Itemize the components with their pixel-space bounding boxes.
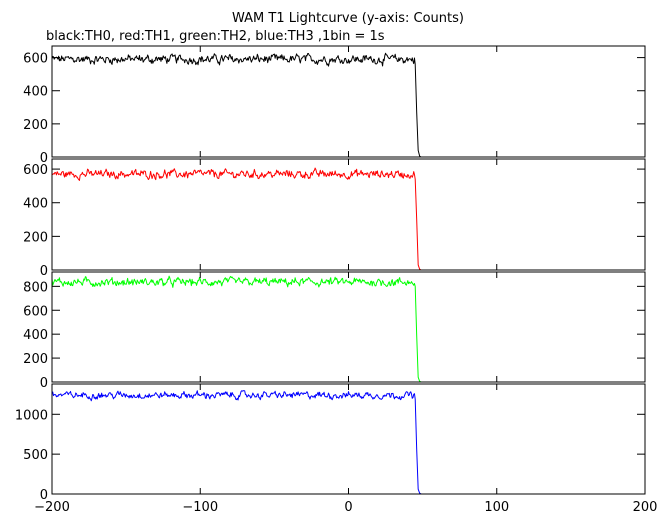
y-tick-label: 400 (23, 197, 48, 212)
y-tick-label: 0 (40, 151, 48, 166)
y-tick-label: 200 (23, 118, 48, 133)
x-tick-label: 200 (633, 500, 658, 515)
y-tick-label: 600 (23, 304, 48, 319)
y-tick-label: 200 (23, 352, 48, 367)
series-line-th1 (51, 167, 645, 271)
series-line-th2 (51, 275, 645, 383)
panel-th3: 0 500 1000 (15, 383, 646, 503)
x-tick-label: −100 (182, 500, 218, 515)
y-tick-label: 500 (23, 448, 48, 463)
panel-frame (51, 45, 646, 158)
x-tick-label: 0 (344, 500, 352, 515)
y-tick-label: 0 (40, 264, 48, 279)
y-tick-label: 800 (23, 280, 48, 295)
y-tick-label: 600 (23, 163, 48, 178)
x-axis: −200 −100 0 100 200 (34, 500, 657, 515)
chart-subtitle: black:TH0, red:TH1, green:TH2, blue:TH3 … (46, 29, 385, 44)
panel-th2: 0 200 400 600 800 (23, 271, 646, 391)
panels: 0200400600020040060002004006008000500100… (15, 45, 646, 503)
y-tick-label: 400 (23, 85, 48, 100)
panel-frame (51, 271, 646, 383)
series-line-th0 (51, 52, 645, 158)
y-tick-label: 0 (40, 376, 48, 391)
panel-th0: 0 200 400 600 (23, 45, 646, 166)
y-tick-label: 600 (23, 52, 48, 67)
x-tick-label: −200 (34, 500, 70, 515)
series-line-th3 (51, 390, 645, 495)
y-tick-label: 0 (40, 488, 48, 503)
y-tick-label: 1000 (15, 408, 48, 423)
chart-title: WAM T1 Lightcurve (y-axis: Counts) (232, 11, 464, 26)
panel-th1: 0 200 400 600 (23, 158, 646, 279)
panel-frame (51, 158, 646, 271)
panel-frame (51, 383, 646, 495)
y-tick-label: 400 (23, 328, 48, 343)
y-tick-label: 200 (23, 230, 48, 245)
x-tick-label: 100 (484, 500, 509, 515)
